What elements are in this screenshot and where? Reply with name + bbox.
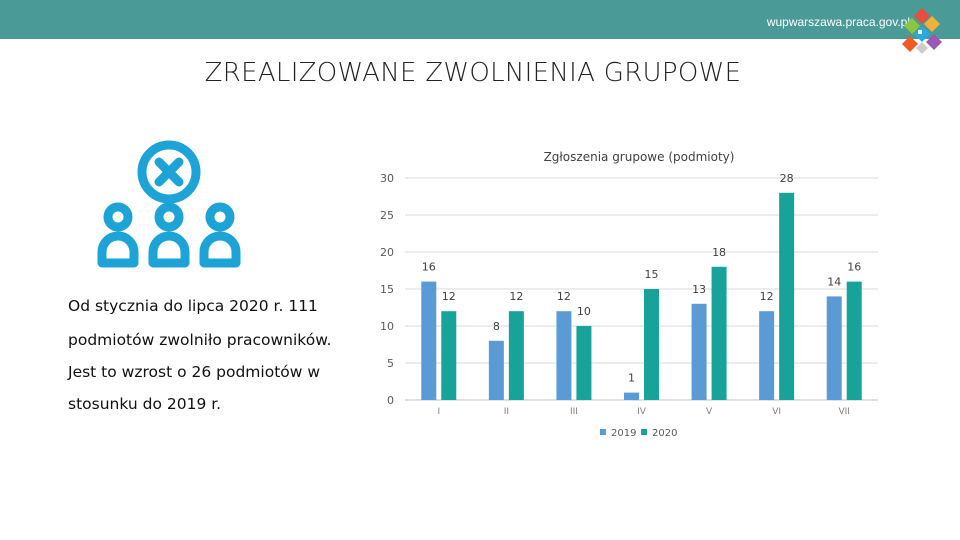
description-line-4: stosunku do 2019 r. xyxy=(68,395,222,413)
data-label: 1 xyxy=(628,372,635,385)
data-label: 10 xyxy=(577,305,591,318)
logo-icon xyxy=(902,8,942,54)
top-bar: wupwarszawa.praca.gov.pl xyxy=(0,0,960,39)
x-tick-label: II xyxy=(504,407,509,417)
x-tick-label: III xyxy=(570,407,578,417)
y-axis: 0 5 10 15 20 25 30 xyxy=(380,172,394,407)
data-label: 12 xyxy=(442,290,456,303)
group-dismissal-icon xyxy=(97,140,241,268)
chart-title: Zgłoszenia grupowe (podmioty) xyxy=(544,150,735,164)
y-tick-label: 25 xyxy=(380,209,394,222)
y-tick-label: 20 xyxy=(380,246,394,259)
bar-2019-V xyxy=(691,303,707,400)
chart-bars: 16 12 8 12 12 10 1 15 13 18 12 28 14 16 xyxy=(421,172,862,400)
x-axis: I II III IV V VI VII xyxy=(437,407,849,417)
y-tick-label: 15 xyxy=(380,283,394,296)
bar-2020-V xyxy=(711,266,727,400)
bar-2019-IV xyxy=(624,392,639,400)
x-tick-label: IV xyxy=(637,407,647,417)
x-tick-label: VII xyxy=(838,407,849,417)
chart-legend: 2019 2020 xyxy=(600,428,677,439)
data-label: 15 xyxy=(645,268,659,281)
bar-2019-III xyxy=(556,311,572,400)
site-url[interactable]: wupwarszawa.praca.gov.pl xyxy=(766,15,910,29)
x-tick-label: I xyxy=(437,407,440,417)
y-tick-label: 10 xyxy=(380,320,394,333)
data-label: 13 xyxy=(692,283,706,296)
y-tick-label: 30 xyxy=(380,172,394,185)
legend-label: 2019 xyxy=(611,428,636,439)
data-label: 16 xyxy=(847,261,861,274)
legend-swatch xyxy=(641,429,647,435)
bar-2020-IV xyxy=(644,289,659,400)
data-label: 12 xyxy=(509,290,523,303)
x-tick-label: VI xyxy=(772,407,781,417)
bar-2020-VII xyxy=(846,281,862,400)
bar-2019-II xyxy=(488,340,504,400)
data-label: 28 xyxy=(780,172,794,185)
data-label: 14 xyxy=(827,275,841,288)
y-tick-label: 5 xyxy=(387,357,394,370)
bar-2019-I xyxy=(421,281,437,400)
y-tick-label: 0 xyxy=(387,394,394,407)
slide-title: ZREALIZOWANE ZWOLNIENIA GRUPOWE xyxy=(204,58,742,88)
data-label: 8 xyxy=(493,320,500,333)
bar-2020-III xyxy=(576,326,592,400)
bar-2020-VI xyxy=(779,192,795,400)
x-tick-label: V xyxy=(706,407,713,417)
legend-label: 2020 xyxy=(652,428,677,439)
legend-swatch xyxy=(600,429,606,435)
chart-grid xyxy=(405,177,878,401)
data-label: 18 xyxy=(712,246,726,259)
description-line-3: Jest to wzrost o 26 podmiotów w xyxy=(68,363,321,381)
data-label: 12 xyxy=(557,290,571,303)
data-label: 12 xyxy=(760,290,774,303)
bar-2020-I xyxy=(441,311,457,400)
bar-2019-VII xyxy=(826,296,842,400)
bar-2019-VI xyxy=(759,311,775,400)
description-line-1: Od stycznia do lipca 2020 r. 111 xyxy=(68,297,318,315)
bar-2020-II xyxy=(508,311,524,400)
data-label: 16 xyxy=(422,261,436,274)
description-line-2: podmiotów zwolniło pracowników. xyxy=(68,331,332,349)
